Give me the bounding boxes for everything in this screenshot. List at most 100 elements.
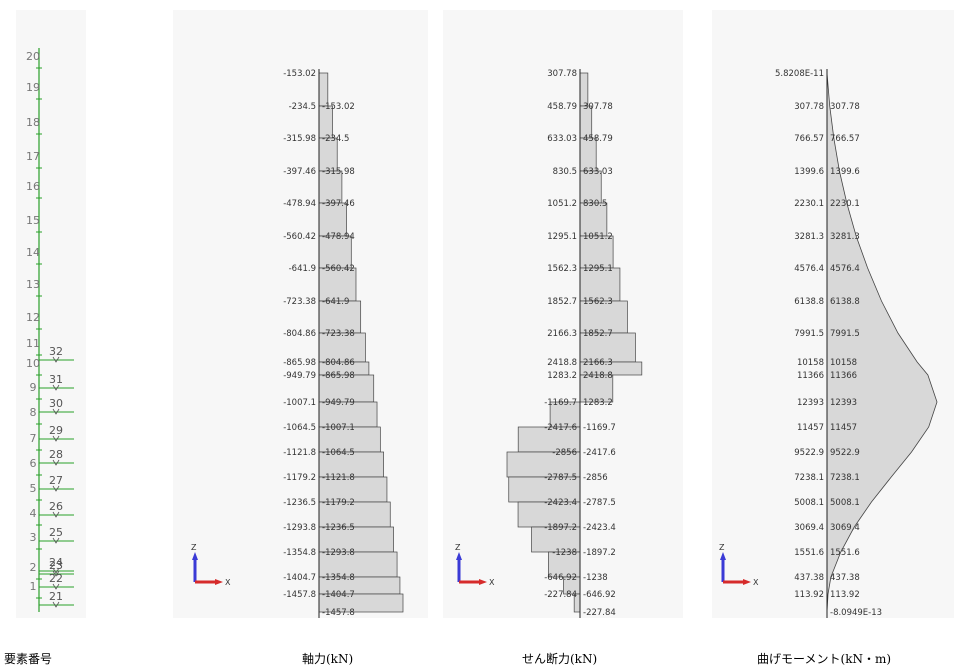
value-label-left: 1852.7: [547, 297, 577, 307]
value-label-right: -2856: [583, 473, 608, 483]
node-number: 16: [26, 180, 40, 193]
axial-force-diagram: -153.02 -234.5 -153.02 -315.98 -234.5 -397.46…: [283, 69, 404, 618]
value-label-right: -1897.2: [583, 548, 616, 558]
value-label-left: -1238: [552, 548, 577, 558]
value-label-right: -949.79: [322, 398, 355, 408]
node-number: 19: [26, 81, 40, 94]
value-label-right: 458.79: [583, 134, 613, 144]
value-label-right: 10158: [830, 358, 857, 368]
value-label-left: 10158: [797, 358, 824, 368]
value-label-right: 2230.1: [830, 199, 860, 209]
value-label-left: 2418.8: [547, 358, 577, 368]
element-number: 26: [49, 500, 63, 513]
value-label-right: -560.42: [322, 264, 355, 274]
value-label-right: -1121.8: [322, 473, 355, 483]
diagram-bar: [508, 476, 581, 503]
value-label-left: 1283.2: [547, 371, 577, 381]
value-label-right: 3281.3: [830, 232, 860, 242]
x-axis-label: X: [225, 578, 231, 587]
value-label-left: 1051.2: [547, 199, 577, 209]
value-label-left: -949.79: [283, 371, 316, 381]
value-label-left: 1295.1: [547, 232, 577, 242]
z-axis-label: Z: [191, 543, 197, 552]
diagram-bar: [318, 551, 398, 578]
node-number: 11: [26, 337, 40, 350]
x-axis-label: X: [753, 578, 759, 587]
node-number: 1: [30, 580, 37, 593]
value-label-right: 766.57: [830, 134, 860, 144]
value-label-right: 11457: [830, 423, 857, 433]
diagram-bar: [318, 501, 391, 528]
value-label-left: -478.94: [283, 199, 316, 209]
value-label-left: -2417.6: [544, 423, 577, 433]
value-label-right: 307.78: [583, 102, 613, 112]
spring-marker: [52, 601, 60, 608]
value-label-right: 12393: [830, 398, 857, 408]
x-arrow-head: [479, 579, 487, 585]
value-label-left: 437.38: [794, 573, 824, 583]
node-number: 3: [30, 531, 37, 544]
diagram-bar: [579, 300, 628, 334]
node-number: 20: [26, 50, 40, 63]
element-panel: [16, 10, 86, 618]
value-label-left: 7991.5: [794, 329, 824, 339]
z-axis-label: Z: [455, 543, 461, 552]
element-number: 23: [49, 559, 63, 572]
value-label-left: 830.5: [553, 167, 577, 177]
node-number: 17: [26, 150, 40, 163]
value-label-left: 3281.3: [794, 232, 824, 242]
value-label-right: -865.98: [322, 371, 355, 381]
value-label-left: -153.02: [283, 69, 316, 79]
value-label-right: -1007.1: [322, 423, 355, 433]
spring-marker: [52, 356, 60, 363]
value-label-left: 1399.6: [794, 167, 824, 177]
value-label-left: -1179.2: [283, 473, 316, 483]
node-number: 7: [30, 432, 37, 445]
value-label-left: -2856: [552, 448, 577, 458]
value-label-right: 1283.2: [583, 398, 613, 408]
value-label-right: 1551.6: [830, 548, 860, 558]
node-number: 13: [26, 278, 40, 291]
spring-marker: [52, 567, 60, 574]
diagram-bar: [318, 300, 362, 334]
diagram-bar: [318, 267, 357, 302]
node-number: 10: [26, 357, 40, 370]
diagram-bar: [579, 202, 608, 237]
value-label-right: 9522.9: [830, 448, 860, 458]
value-label-left: -1404.7: [283, 573, 316, 583]
diagram-bar: [318, 374, 375, 403]
value-label-left: -2787.5: [544, 473, 577, 483]
bending-moment-diagram: 5.8208E-11 307.78 307.78 766.57 766.57 1399.6…: [775, 69, 938, 618]
element-number-diagram: 2019181716151413121110987654321323130292…: [26, 48, 74, 612]
node-number: 6: [30, 457, 37, 470]
value-label-right: 1562.3: [583, 297, 613, 307]
value-label-left: -646.92: [544, 573, 577, 583]
diagram-bar: [579, 267, 621, 302]
value-label-left: -227.84: [544, 590, 577, 600]
value-label-right: 1295.1: [583, 264, 613, 274]
x-arrow-head: [743, 579, 751, 585]
value-label-right: -153.02: [322, 102, 355, 112]
value-label-right: 1399.6: [830, 167, 860, 177]
node-number: 8: [30, 406, 37, 419]
value-label-left: -560.42: [283, 232, 316, 242]
spring-marker: [52, 570, 60, 577]
value-label-right: -227.84: [583, 608, 616, 618]
value-label-left: -315.98: [283, 134, 316, 144]
spring-marker: [52, 511, 60, 518]
value-label-right: -646.92: [583, 590, 616, 600]
value-label-right: 5008.1: [830, 498, 860, 508]
value-label-right: 2418.8: [583, 371, 613, 381]
value-label-left: -234.5: [289, 102, 316, 112]
value-label-right: 4576.4: [830, 264, 860, 274]
value-label-right: 113.92: [830, 590, 860, 600]
value-label-right: -315.98: [322, 167, 355, 177]
element-number: 24: [49, 556, 63, 569]
value-label-left: -865.98: [283, 358, 316, 368]
element-number: 30: [49, 397, 63, 410]
element-number: 28: [49, 448, 63, 461]
value-label-right: 7991.5: [830, 329, 860, 339]
diagram-bar: [506, 451, 581, 478]
value-label-right: -397.46: [322, 199, 355, 209]
value-label-right: -1064.5: [322, 448, 355, 458]
